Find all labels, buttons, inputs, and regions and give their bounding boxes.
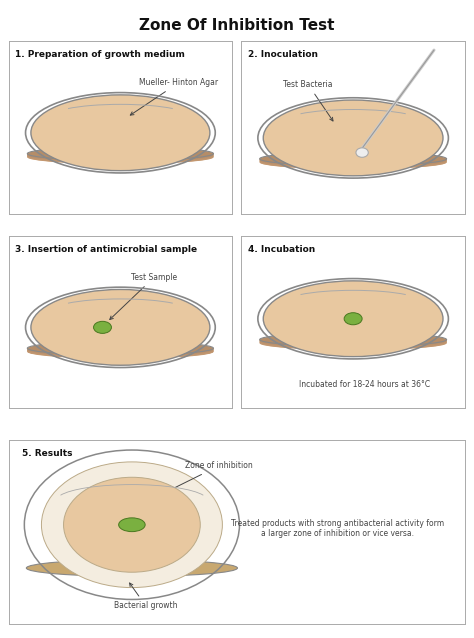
Ellipse shape — [260, 152, 447, 167]
Text: Test Sample: Test Sample — [110, 273, 177, 320]
Ellipse shape — [27, 342, 213, 355]
Ellipse shape — [64, 477, 200, 572]
Ellipse shape — [27, 345, 213, 359]
Text: Incubated for 18-24 hours at 36°C: Incubated for 18-24 hours at 36°C — [299, 380, 430, 389]
Ellipse shape — [356, 148, 368, 158]
Ellipse shape — [260, 155, 447, 169]
Ellipse shape — [260, 153, 447, 167]
Ellipse shape — [260, 154, 447, 167]
Ellipse shape — [41, 462, 222, 588]
Ellipse shape — [27, 560, 237, 576]
Ellipse shape — [27, 344, 213, 358]
Ellipse shape — [260, 334, 447, 347]
Ellipse shape — [27, 345, 213, 359]
Ellipse shape — [27, 147, 213, 161]
Ellipse shape — [27, 345, 213, 358]
Ellipse shape — [31, 290, 210, 365]
Text: Test Bacteria: Test Bacteria — [283, 80, 333, 121]
Ellipse shape — [344, 313, 362, 325]
Ellipse shape — [27, 343, 213, 356]
Ellipse shape — [260, 153, 447, 167]
Ellipse shape — [27, 150, 213, 163]
Ellipse shape — [118, 518, 145, 531]
Ellipse shape — [31, 95, 210, 170]
Ellipse shape — [260, 334, 447, 347]
Ellipse shape — [260, 336, 447, 350]
Ellipse shape — [260, 336, 447, 349]
Text: Mueller- Hinton Agar: Mueller- Hinton Agar — [130, 78, 218, 115]
Text: 2. Inoculation: 2. Inoculation — [247, 50, 318, 59]
Ellipse shape — [263, 281, 443, 357]
Ellipse shape — [27, 343, 213, 357]
Ellipse shape — [260, 336, 447, 350]
Ellipse shape — [27, 151, 213, 164]
Ellipse shape — [260, 154, 447, 168]
Ellipse shape — [27, 148, 213, 161]
Ellipse shape — [93, 322, 111, 334]
Ellipse shape — [27, 148, 213, 162]
Ellipse shape — [260, 154, 447, 168]
Ellipse shape — [260, 154, 447, 168]
Ellipse shape — [260, 335, 447, 349]
Text: 3. Insertion of antimicrobial sample: 3. Insertion of antimicrobial sample — [15, 245, 197, 254]
Ellipse shape — [27, 150, 213, 164]
Ellipse shape — [260, 156, 447, 169]
Ellipse shape — [260, 335, 447, 348]
Ellipse shape — [27, 149, 213, 163]
Ellipse shape — [260, 152, 447, 166]
Ellipse shape — [27, 343, 213, 357]
Ellipse shape — [27, 149, 213, 163]
Text: 1. Preparation of growth medium: 1. Preparation of growth medium — [15, 50, 185, 59]
Ellipse shape — [27, 149, 213, 162]
Ellipse shape — [260, 334, 447, 348]
Text: Bacterial growth: Bacterial growth — [114, 583, 177, 610]
Ellipse shape — [260, 154, 447, 167]
Ellipse shape — [263, 100, 443, 176]
Ellipse shape — [260, 334, 447, 348]
Ellipse shape — [260, 333, 447, 346]
Text: Treated products with strong antibacterial activity form
a larger zone of inhibi: Treated products with strong antibacteri… — [231, 519, 444, 538]
Ellipse shape — [27, 343, 213, 357]
Text: Zone of inhibition: Zone of inhibition — [163, 461, 253, 494]
Ellipse shape — [27, 147, 213, 161]
Ellipse shape — [260, 155, 447, 168]
Ellipse shape — [27, 149, 213, 163]
Ellipse shape — [27, 148, 213, 161]
Text: 5. Results: 5. Results — [22, 449, 73, 459]
Ellipse shape — [27, 343, 213, 356]
Ellipse shape — [260, 334, 447, 348]
Ellipse shape — [27, 342, 213, 355]
Ellipse shape — [27, 344, 213, 357]
Ellipse shape — [260, 336, 447, 350]
Text: Zone Of Inhibition Test: Zone Of Inhibition Test — [139, 18, 335, 33]
Text: 4. Incubation: 4. Incubation — [247, 245, 315, 254]
